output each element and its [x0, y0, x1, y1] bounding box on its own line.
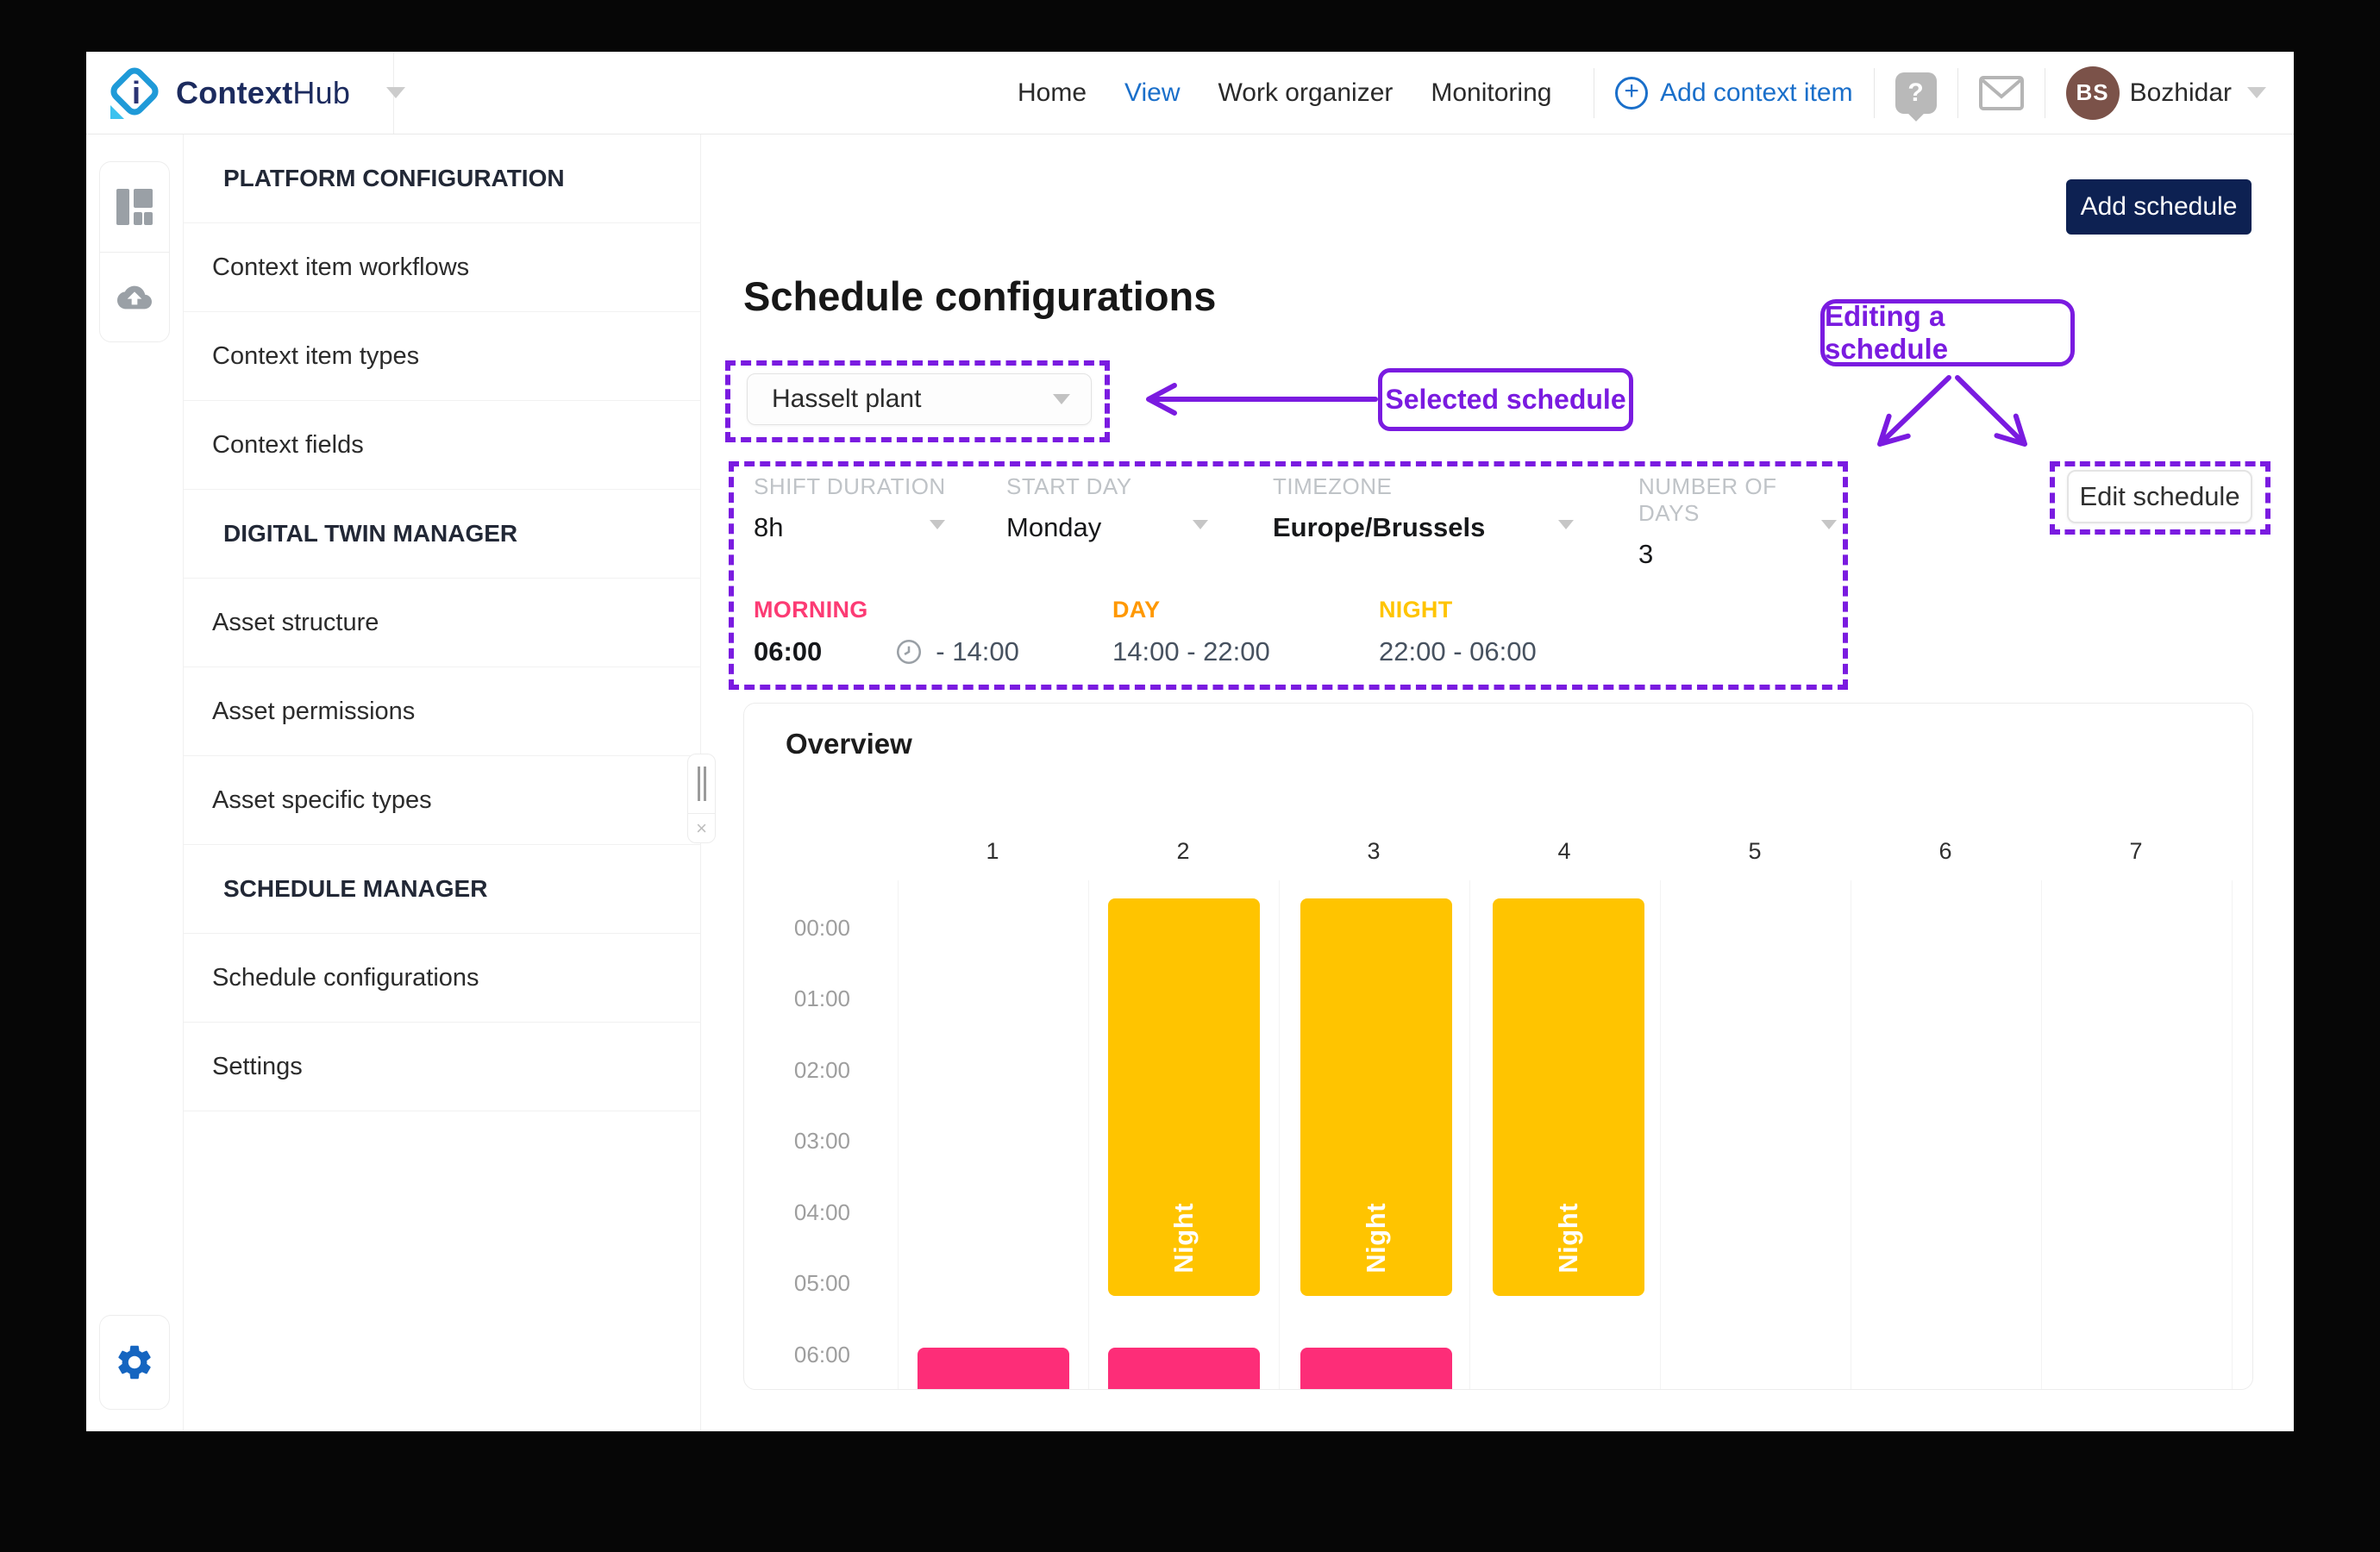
help-icon[interactable]: ?	[1895, 72, 1937, 114]
morning-start-input[interactable]: 06:00	[754, 636, 823, 666]
sidebar-item-context-fields[interactable]: Context fields	[184, 401, 700, 490]
time-label: 03:00	[793, 1128, 850, 1154]
user-name: Bozhidar	[2129, 78, 2232, 107]
night-shift-label: NIGHT	[1379, 597, 1453, 623]
sidebar-resize-handle: ×	[687, 754, 716, 843]
mail-icon[interactable]	[1978, 75, 2024, 110]
number-of-days-dropdown[interactable]: NUMBER OF DAYS 3	[1638, 473, 1777, 569]
add-context-item-button[interactable]: + Add context item	[1615, 76, 1853, 110]
day-label: 4	[1557, 838, 1571, 864]
close-icon[interactable]: ×	[688, 813, 715, 842]
night-shift-time: 22:00 - 06:00	[1379, 636, 1537, 666]
overview-card: Overview 1 2 3 4 5 6 7 00:00 01:00 02:00…	[743, 703, 2253, 1390]
overview-title: Overview	[786, 728, 912, 760]
day-label: 3	[1367, 838, 1381, 864]
sidebar-item-asset-specific-types[interactable]: Asset specific types	[184, 756, 700, 845]
shift-duration-dropdown[interactable]: SHIFT DURATION 8h	[754, 473, 946, 542]
schedule-select-value: Hasselt plant	[772, 385, 922, 413]
divider	[1957, 67, 1958, 118]
chevron-down-icon	[1053, 394, 1070, 404]
plus-circle-icon: +	[1615, 76, 1649, 110]
brand-chevron-down-icon[interactable]	[386, 87, 406, 98]
layout-button[interactable]	[100, 162, 169, 252]
sidebar-header-platform-configuration: PLATFORM CONFIGURATION	[184, 135, 700, 223]
sidebar-item-settings[interactable]: Settings	[184, 1023, 700, 1111]
time-label: 06:00	[793, 1342, 850, 1367]
main-content: Add schedule Schedule configurations Has…	[701, 135, 2294, 1431]
avatar: BS	[2065, 66, 2120, 120]
day-label: 6	[1938, 838, 1952, 864]
nav-link-monitoring[interactable]: Monitoring	[1431, 78, 1552, 107]
gear-icon	[118, 1345, 151, 1380]
time-label: 02:00	[793, 1057, 850, 1083]
icon-rail	[86, 135, 184, 1431]
sidebar-item-context-item-workflows[interactable]: Context item workflows	[184, 223, 700, 312]
morning-shift-bar-day3	[1300, 1348, 1452, 1389]
sidebar: PLATFORM CONFIGURATION Context item work…	[184, 135, 701, 1431]
divider	[1873, 67, 1875, 118]
chevron-down-icon	[930, 520, 945, 529]
chevron-down-icon	[1821, 520, 1837, 529]
time-label: 05:00	[793, 1270, 850, 1296]
edit-schedule-button[interactable]: Edit schedule	[2067, 470, 2252, 523]
clock-icon	[897, 639, 922, 665]
app-window: i ContextHub Home View Work organizer Mo…	[86, 52, 2294, 1431]
day-shift-time: 14:00 - 22:00	[1112, 636, 1270, 666]
editing-schedule-callout: Editing a schedule	[1820, 299, 2075, 366]
chevron-down-icon	[1558, 520, 1574, 529]
day-label: 2	[1176, 838, 1190, 864]
night-shift-bar-day3: Night	[1300, 898, 1452, 1296]
sidebar-item-context-item-types[interactable]: Context item types	[184, 312, 700, 401]
schedule-select[interactable]: Hasselt plant	[747, 373, 1092, 425]
night-shift-bar-day2: Night	[1108, 898, 1260, 1296]
sidebar-item-schedule-configurations[interactable]: Schedule configurations	[184, 934, 700, 1023]
drag-handle-icon[interactable]	[688, 754, 715, 813]
sidebar-header-digital-twin-manager: DIGITAL TWIN MANAGER	[184, 490, 700, 579]
nav-link-home[interactable]: Home	[1018, 78, 1087, 107]
timezone-dropdown[interactable]: TIMEZONE Europe/Brussels	[1273, 473, 1486, 542]
user-chevron-down-icon	[2247, 87, 2266, 98]
time-label: 00:00	[793, 915, 850, 941]
nav-links: Home View Work organizer Monitoring	[1018, 52, 1551, 134]
user-menu[interactable]: BS Bozhidar	[2065, 66, 2266, 120]
cloud-upload-icon	[117, 285, 152, 309]
sidebar-item-asset-permissions[interactable]: Asset permissions	[184, 667, 700, 756]
night-shift-bar-day4: Night	[1493, 898, 1644, 1296]
nav-link-view[interactable]: View	[1124, 78, 1181, 107]
time-label: 04:00	[793, 1199, 850, 1225]
schedule-config-annotation-box: SHIFT DURATION 8h START DAY Monday TIMEZ…	[729, 461, 1848, 690]
cloud-upload-button[interactable]	[100, 252, 169, 341]
brand-name: ContextHub	[176, 74, 351, 110]
chevron-down-icon	[1193, 520, 1208, 529]
sidebar-header-schedule-manager: SCHEDULE MANAGER	[184, 845, 700, 934]
day-label: 7	[2129, 838, 2143, 864]
contexthub-logo-icon: i	[106, 62, 164, 121]
nav-right: + Add context item ? BS Bozhidar	[1594, 52, 2294, 134]
top-navbar: i ContextHub Home View Work organizer Mo…	[86, 52, 2294, 135]
nav-link-work-organizer[interactable]: Work organizer	[1218, 78, 1394, 107]
morning-shift-time: 06:00 - 14:00	[754, 636, 1019, 666]
settings-button[interactable]	[99, 1315, 170, 1410]
page-title: Schedule configurations	[743, 273, 1217, 319]
selected-schedule-callout: Selected schedule	[1378, 368, 1633, 431]
day-label: 5	[1748, 838, 1762, 864]
day-label: 1	[986, 838, 999, 864]
day-shift-label: DAY	[1112, 597, 1161, 623]
add-schedule-button[interactable]: Add schedule	[2066, 179, 2252, 235]
brand[interactable]: i ContextHub	[86, 52, 406, 134]
morning-shift-label: MORNING	[754, 597, 868, 623]
morning-shift-bar-day1	[918, 1348, 1069, 1389]
sidebar-item-asset-structure[interactable]: Asset structure	[184, 579, 700, 667]
start-day-dropdown[interactable]: START DAY Monday	[1006, 473, 1132, 542]
morning-shift-bar-day2	[1108, 1348, 1260, 1389]
selected-schedule-annotation-box: Hasselt plant	[725, 360, 1110, 442]
layout-icon	[116, 189, 153, 225]
edit-schedule-annotation-box: Edit schedule	[2050, 461, 2270, 535]
time-label: 01:00	[793, 986, 850, 1011]
